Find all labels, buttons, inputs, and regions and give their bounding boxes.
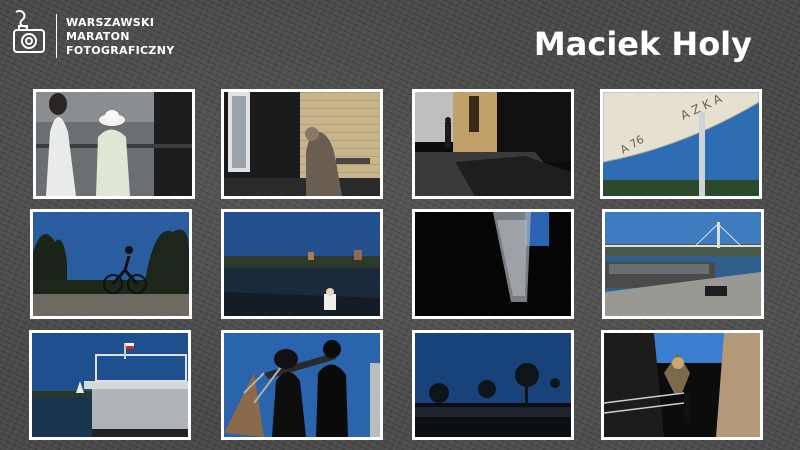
- logo: WARSZAWSKI MARATON FOTOGRAFICZNY: [8, 6, 188, 62]
- photo-women-white-dresses[interactable]: [33, 89, 195, 199]
- logo-line-1: WARSZAWSKI: [66, 16, 155, 29]
- photo-houseboat-flag[interactable]: [29, 330, 191, 440]
- photo-cyclist-silhouette[interactable]: [30, 209, 192, 319]
- photo-silhouettes-crane[interactable]: [221, 330, 383, 440]
- photo-umbrella-sky[interactable]: A Z K A A 76: [600, 89, 762, 199]
- photo-woman-sitting-doorway[interactable]: [221, 89, 383, 199]
- logo-separator: [56, 14, 57, 58]
- photo-river-skyline[interactable]: [221, 209, 383, 319]
- photo-stairway-statue[interactable]: [601, 330, 763, 440]
- photo-street-corner-shadow[interactable]: [412, 89, 574, 199]
- logo-line-2: MARATON: [66, 30, 130, 43]
- photo-dark-window-light[interactable]: [412, 209, 574, 319]
- logo-text: WARSZAWSKI MARATON FOTOGRAFICZNY: [66, 16, 174, 58]
- photo-crowd-trees-dusk[interactable]: [412, 330, 574, 440]
- photo-bridge-boats[interactable]: [602, 209, 764, 319]
- camera-mermaid-icon: [13, 10, 45, 53]
- page-title: Maciek Holy: [533, 25, 752, 63]
- logo-line-3: FOTOGRAFICZNY: [66, 44, 175, 57]
